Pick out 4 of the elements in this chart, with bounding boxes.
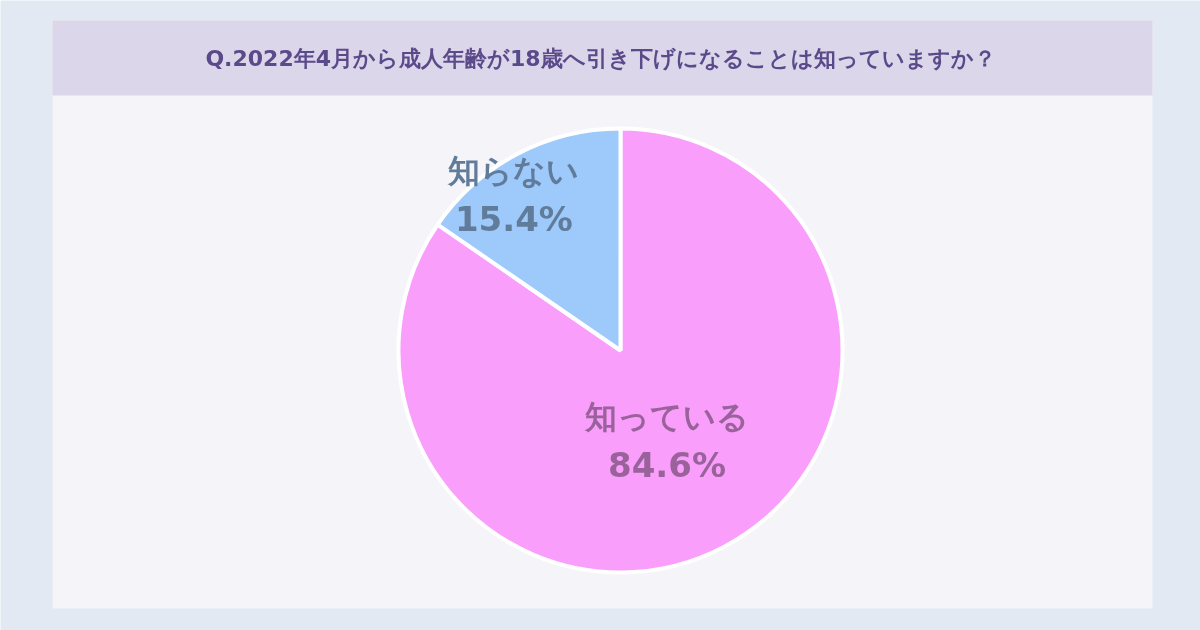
slice-label: 知っている bbox=[583, 397, 749, 436]
data-label: 15.4% bbox=[454, 199, 573, 240]
chart-title: Q.2022年4月から成人年齢が18歳へ引き下げになることは知っていますか？ bbox=[205, 46, 996, 71]
data-label: 84.6% bbox=[607, 444, 726, 485]
